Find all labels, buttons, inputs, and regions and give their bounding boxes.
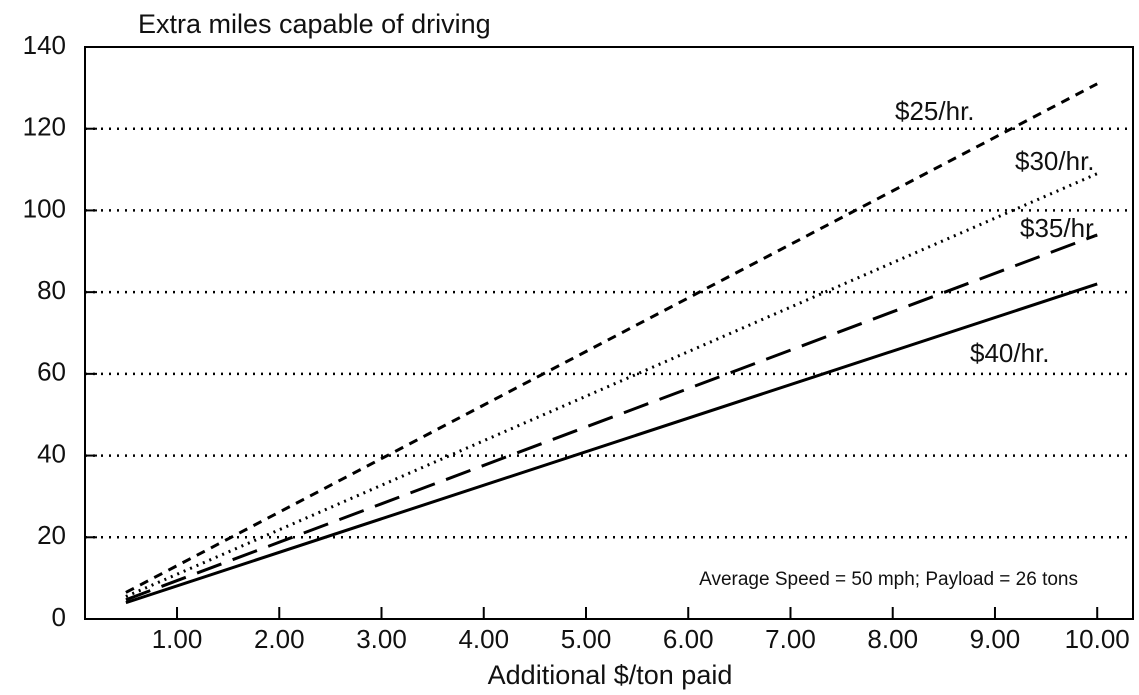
x-tick-label: 1.00 (152, 624, 203, 654)
series-label: $40/hr. (970, 338, 1050, 368)
series-label: $35/hr. (1020, 213, 1100, 243)
x-tick-label: 5.00 (561, 624, 612, 654)
series-label: $30/hr. (1015, 146, 1095, 176)
x-tick-label: 3.00 (356, 624, 407, 654)
plot-frame (84, 46, 1134, 620)
series-line (125, 82, 1098, 594)
series-line (125, 172, 1098, 598)
y-tick-label: 60 (37, 357, 66, 387)
x-tick-label: 6.00 (663, 624, 714, 654)
y-tick-label: 0 (52, 602, 66, 632)
y-tick-label: 20 (37, 520, 66, 550)
y-tick-label: 80 (37, 275, 66, 305)
x-tick-label: 8.00 (867, 624, 918, 654)
x-tick-label: 7.00 (765, 624, 816, 654)
x-tick-label: 4.00 (458, 624, 509, 654)
x-axis-label: Additional $/ton paid (488, 660, 733, 690)
x-tick-label: 2.00 (254, 624, 305, 654)
y-tick-label: 140 (23, 30, 66, 60)
y-tick-label: 120 (23, 112, 66, 142)
y-tick-label: 100 (23, 193, 66, 223)
series-line (125, 282, 1098, 605)
annotation: Average Speed = 50 mph; Payload = 26 ton… (699, 569, 1078, 590)
series-line (125, 233, 1098, 602)
series-label: $25/hr. (895, 96, 975, 126)
x-tick-label: 9.00 (970, 624, 1021, 654)
y-tick-label: 40 (37, 438, 66, 468)
x-tick-label: 10.00 (1065, 624, 1130, 654)
chart-title: Extra miles capable of driving (138, 9, 491, 39)
